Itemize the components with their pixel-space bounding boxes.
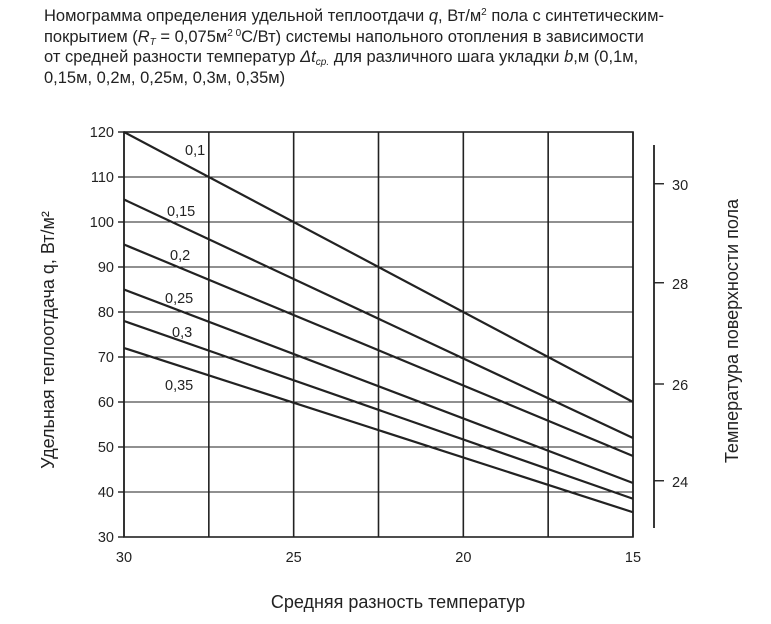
y-tick-label: 90: [98, 260, 114, 276]
plot-frame: [123, 131, 634, 538]
series-line: [123, 346, 634, 514]
y-tick-label: 110: [91, 170, 114, 186]
y-axis-title: Удельная теплоотдача q, Вт/м²: [38, 211, 58, 469]
series-label: 0,3: [172, 325, 192, 341]
grid: [123, 131, 634, 538]
series-line: [123, 131, 634, 403]
title-line-2: покрытием (RT = 0,075м2 0С/Вт) системы н…: [44, 27, 644, 48]
x-tick-label: 15: [625, 550, 641, 566]
x-tick-label: 25: [286, 550, 302, 566]
chart-title: Номограмма определения удельной теплоотд…: [44, 6, 766, 88]
secondary-tick-label: 24: [672, 475, 688, 491]
y-tick-label: 120: [90, 125, 114, 141]
y-tick-label: 50: [98, 440, 114, 456]
y-tick-label: 60: [98, 395, 114, 411]
x-tick-label: 20: [455, 550, 471, 566]
series-line: [123, 288, 634, 485]
y-tick-label: 40: [98, 485, 114, 501]
x-tick-label: 30: [116, 550, 132, 566]
title-line-1: Номограмма определения удельной теплоотд…: [44, 7, 664, 25]
series-line: [123, 243, 634, 458]
series-label: 0,1: [185, 143, 205, 159]
series-line: [123, 319, 634, 500]
x-axis-title: Средняя разность температур: [271, 592, 525, 612]
series-label: 0,15: [167, 204, 195, 220]
secondary-axis: 30 28 26 24: [653, 145, 688, 528]
y-tick-label: 30: [98, 530, 114, 546]
y-tick-label: 100: [90, 215, 114, 231]
secondary-tick-label: 28: [672, 277, 688, 293]
series-label: 0,25: [165, 291, 193, 307]
secondary-axis-title: Температура поверхности пола: [722, 198, 742, 463]
series-lines: 0,1 0,15 0,2 0,25 0,3 0,35: [123, 131, 634, 514]
series-line: [123, 198, 634, 439]
series-label: 0,35: [165, 378, 193, 394]
series-label: 0,2: [170, 248, 190, 264]
y-tick-label: 70: [98, 350, 114, 366]
secondary-tick-label: 30: [672, 178, 688, 194]
y-tick-label: 80: [98, 305, 114, 321]
secondary-tick-label: 26: [672, 378, 688, 394]
title-line-4: 0,15м, 0,2м, 0,25м, 0,3м, 0,35м): [44, 68, 286, 87]
title-line-3: от средней разности температур Δtср. для…: [44, 48, 639, 68]
axis-ticks: 30 40 50 60 70 80 90 100 110 120 30 25 20 15: [90, 125, 641, 566]
